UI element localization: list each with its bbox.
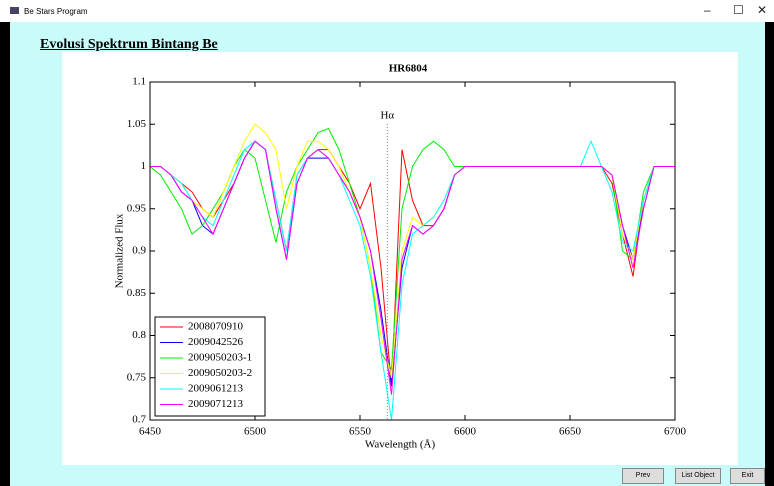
window-title: Be Stars Program (24, 7, 88, 16)
x-tick-label: 6600 (454, 426, 477, 438)
chart: HR6804 Wavelength (Å) Normalized Flux 64… (62, 52, 738, 465)
title-bar: Be Stars Program – ☐ ✕ (0, 0, 774, 22)
chart-title: HR6804 (389, 63, 428, 75)
x-tick-label: 6500 (244, 426, 267, 438)
button[interactable]: Exit (730, 468, 765, 484)
minimize[interactable]: – (704, 3, 711, 17)
y-tick-label: 0.8 (132, 329, 146, 341)
spectrum-line (150, 140, 675, 395)
spectrum-line (150, 139, 675, 421)
y-tick-label: 1.05 (127, 118, 147, 130)
y-axis-label: Normalized Flux (114, 213, 126, 288)
y-tick-label: 0.85 (127, 287, 147, 299)
border (0, 22, 10, 486)
legend-label: 2009050203-1 (188, 352, 252, 364)
legend-box (154, 316, 266, 417)
x-tick-label: 6700 (664, 426, 687, 438)
y-tick-label: 0.75 (127, 371, 147, 383)
x-axis-label: Wavelength (Å) (365, 439, 436, 451)
y-tick-label: 0.9 (132, 245, 146, 257)
legend-label: 2009061213 (188, 383, 244, 395)
legend-label: 2008070910 (188, 321, 244, 333)
x-tick-label: 6650 (559, 426, 582, 438)
close[interactable]: ✕ (757, 3, 768, 17)
y-tick-label: 1 (141, 160, 147, 172)
legend-label: 2009042526 (188, 336, 244, 348)
button[interactable]: List Object (675, 468, 721, 484)
button[interactable]: Prev (622, 468, 664, 484)
border (765, 22, 774, 486)
y-tick-label: 0.7 (132, 414, 146, 426)
y-tick-label: 0.95 (127, 202, 147, 214)
app-icon (10, 7, 19, 14)
legend-label: 2009071213 (188, 398, 244, 410)
x-tick-label: 6450 (139, 426, 162, 438)
legend-label: 2009050203-2 (188, 367, 252, 379)
annotation: Hα (380, 110, 394, 122)
plot-frame (149, 81, 676, 421)
maximize[interactable]: ☐ (733, 3, 744, 17)
heading: Evolusi Spektrum Bintang Be (40, 37, 218, 52)
y-tick-label: 1.1 (132, 76, 146, 88)
x-tick-label: 6550 (349, 426, 372, 438)
